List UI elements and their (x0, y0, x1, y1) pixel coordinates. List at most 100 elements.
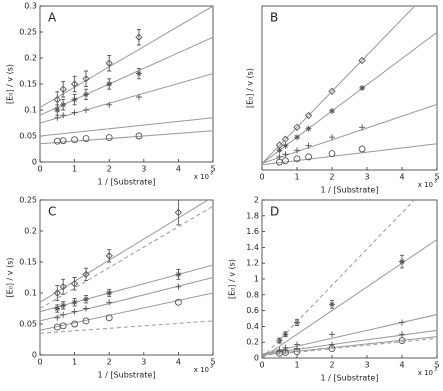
y-tick-label: 0.3 (24, 2, 37, 11)
fit-line (40, 200, 209, 303)
x-tick-label: 4 (176, 358, 181, 367)
fit-line (262, 6, 416, 164)
x-tick-label: 1 (72, 165, 77, 174)
fit-line (40, 6, 213, 108)
error-bar (176, 200, 181, 226)
x-tick-label: 0 (37, 165, 42, 174)
data-point (358, 56, 366, 65)
y-axis-label: [E₀] / v (s) (6, 64, 15, 104)
y-tick-label: 0 (32, 158, 37, 167)
x-tick-label: 4 (399, 173, 404, 182)
data-point (59, 322, 67, 330)
y-tick-label: 0.15 (19, 80, 37, 89)
x-tick-label: 3 (364, 173, 369, 182)
x-tick-label: 1 (294, 173, 299, 182)
y-tick-label: 0.15 (19, 258, 37, 267)
x-axis-label: 1 / [Substrate] (321, 186, 379, 195)
error-bar (107, 54, 112, 72)
error-bar (55, 285, 60, 301)
y-tick-label: 0.2 (24, 54, 37, 63)
data-point (105, 314, 113, 322)
data-point (135, 33, 143, 41)
data-point (105, 59, 113, 67)
x-tick-label: 2 (329, 173, 334, 182)
fit-line (40, 264, 213, 313)
data-point (282, 157, 289, 165)
data-point (54, 314, 61, 321)
data-point (293, 123, 301, 131)
y-tick-label: 1.4 (246, 243, 259, 252)
x-tick-label: 2 (107, 358, 112, 367)
data-point (329, 341, 335, 348)
data-point (282, 331, 289, 338)
y-tick-label: 0.4 (246, 322, 259, 331)
x-tick-label: 4 (176, 165, 181, 174)
fit-line (40, 117, 213, 137)
x-multiplier: x 10 (418, 369, 433, 377)
plot-area (262, 6, 437, 166)
fit-line (40, 73, 213, 124)
data-point (304, 111, 313, 120)
x-multiplier: x 10 (418, 181, 433, 189)
x-tick-label: 1 (72, 358, 77, 367)
fit-line (262, 337, 437, 357)
x-tick-label: 0 (259, 361, 264, 370)
x-axis-label: 1 / [Substrate] (98, 371, 156, 380)
data-point (276, 147, 283, 154)
data-point (71, 109, 78, 116)
data-point (174, 208, 183, 217)
data-point (359, 124, 366, 131)
data-point (60, 302, 67, 309)
data-point (105, 134, 113, 142)
x-axis-label: 1 / [Substrate] (321, 374, 379, 383)
data-point (328, 87, 336, 95)
fit-line (262, 314, 437, 355)
data-point (106, 101, 113, 108)
y-axis-label: [E₀] / v (s) (246, 68, 255, 108)
x-tick-label: 3 (141, 165, 146, 174)
data-point (282, 142, 289, 149)
data-point (175, 271, 182, 278)
y-tick-label: 0.05 (19, 132, 37, 141)
data-point (105, 252, 113, 260)
y-tick-label: 2 (254, 196, 259, 205)
data-point (71, 299, 78, 306)
data-point (71, 320, 79, 328)
y-tick-label: 0.2 (24, 227, 37, 236)
data-point (293, 155, 301, 163)
data-point (305, 125, 312, 132)
panel-label: D (270, 205, 279, 219)
data-point (294, 134, 300, 141)
data-point (106, 290, 113, 296)
x-tick-label: 0 (259, 173, 264, 182)
error-bar (107, 249, 112, 263)
data-point (82, 75, 90, 83)
fit-line (262, 239, 437, 358)
data-point (70, 80, 79, 88)
data-point (59, 283, 67, 291)
error-bar (61, 80, 66, 98)
y-tick-label: 1.2 (246, 259, 259, 268)
x-tick-label: 1 (294, 361, 299, 370)
data-point (305, 153, 312, 161)
y-tick-label: 0.2 (246, 338, 259, 347)
x-tick-label: 4 (399, 361, 404, 370)
x-exponent: 3 (434, 367, 437, 373)
fit-line (262, 336, 437, 356)
data-point (276, 337, 283, 344)
panel-label: B (270, 11, 278, 25)
fit-line (40, 205, 213, 309)
data-point (60, 101, 67, 108)
data-point (329, 301, 335, 308)
x-tick-label: 0 (37, 358, 42, 367)
y-tick-label: 1 (254, 275, 259, 284)
x-tick-label: 3 (364, 361, 369, 370)
x-tick-label: 3 (141, 358, 146, 367)
y-tick-label: 1.6 (246, 227, 259, 236)
data-point (106, 81, 113, 87)
data-point (328, 150, 336, 158)
data-point (294, 147, 300, 154)
panel-label: A (48, 11, 57, 25)
x-exponent: 3 (210, 171, 213, 177)
